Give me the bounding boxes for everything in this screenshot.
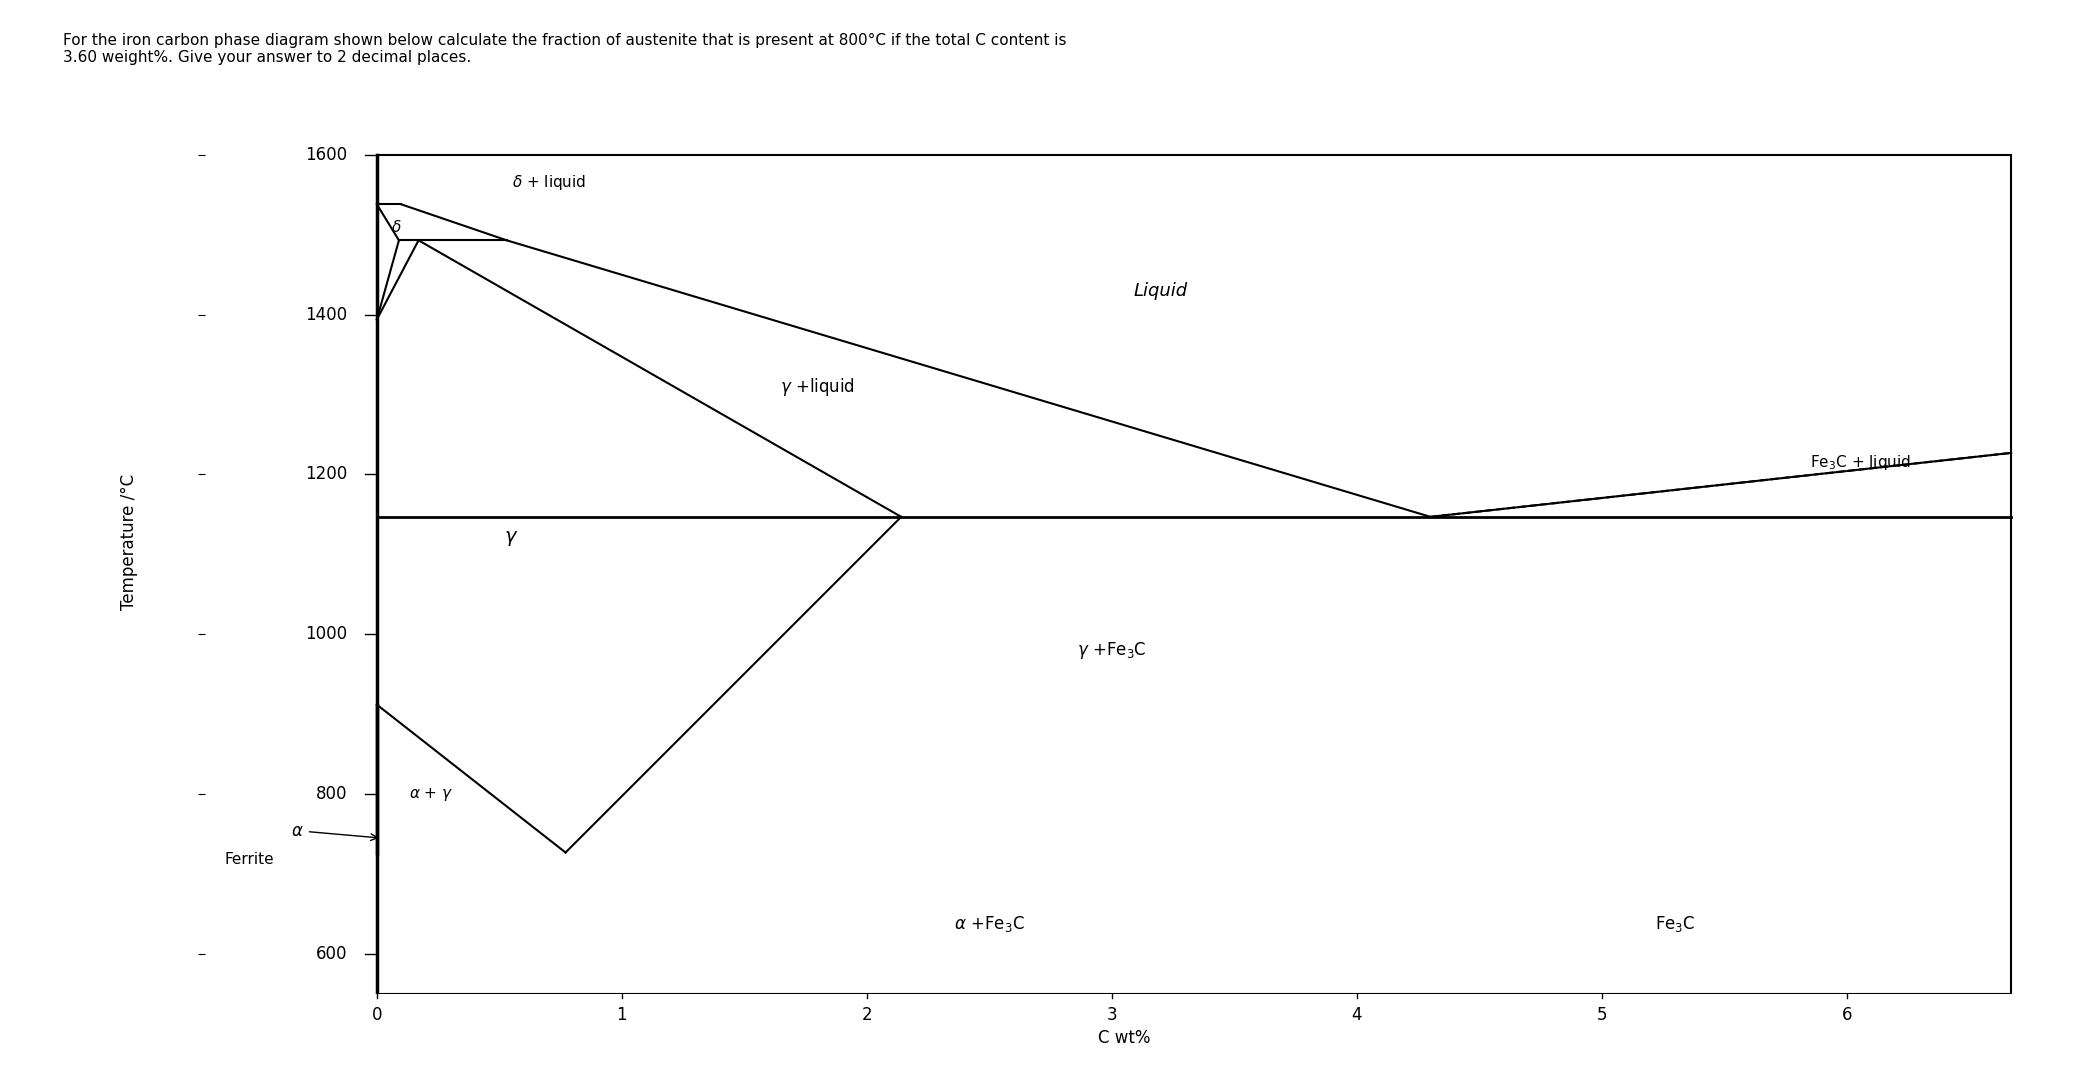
Text: For the iron carbon phase diagram shown below calculate the fraction of austenit: For the iron carbon phase diagram shown …: [63, 33, 1067, 65]
Text: 1400: 1400: [304, 306, 347, 324]
Text: $\alpha$ +Fe$_3$C: $\alpha$ +Fe$_3$C: [953, 914, 1025, 933]
Text: $\delta$: $\delta$: [391, 219, 401, 235]
Text: Liquid: Liquid: [1134, 282, 1189, 299]
Text: 1200: 1200: [304, 465, 347, 483]
Text: $\gamma$ +liquid: $\gamma$ +liquid: [781, 375, 855, 398]
X-axis label: C wt%: C wt%: [1098, 1030, 1151, 1047]
Text: 1600: 1600: [304, 146, 347, 164]
Text: 1000: 1000: [304, 625, 347, 643]
Text: $\alpha$ + $\gamma$: $\alpha$ + $\gamma$: [410, 786, 454, 802]
Text: $\alpha$: $\alpha$: [292, 822, 378, 840]
Text: $\gamma$: $\gamma$: [504, 529, 519, 547]
Text: 800: 800: [315, 785, 346, 803]
Text: $\delta$ + liquid: $\delta$ + liquid: [512, 173, 586, 192]
Text: Ferrite: Ferrite: [225, 852, 275, 867]
Text: $\gamma$ +Fe$_3$C: $\gamma$ +Fe$_3$C: [1077, 640, 1147, 661]
Text: Fe$_3$C + liquid: Fe$_3$C + liquid: [1810, 453, 1911, 472]
Y-axis label: Temperature /°C: Temperature /°C: [120, 475, 139, 610]
Text: 600: 600: [315, 945, 346, 963]
Text: Fe$_3$C: Fe$_3$C: [1655, 914, 1695, 933]
